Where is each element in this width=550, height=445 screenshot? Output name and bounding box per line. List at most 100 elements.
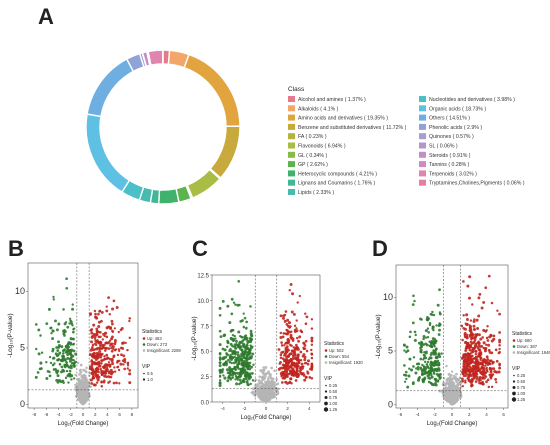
point-down-857: [62, 381, 65, 384]
x-tick-label-7: 6: [118, 412, 121, 417]
point-down-755: [238, 375, 242, 379]
point-up-671: [99, 367, 102, 371]
point-up-711: [95, 347, 99, 351]
point-up-540: [478, 348, 482, 352]
point-up-692: [477, 314, 481, 318]
point-down-933: [406, 385, 410, 389]
point-down-894: [57, 322, 61, 326]
point-down-854: [64, 376, 68, 380]
point-up-550: [90, 340, 93, 344]
point-down-1006: [432, 343, 436, 347]
point-down-756: [249, 329, 253, 333]
point-up-686: [128, 381, 132, 385]
point-down-872: [63, 348, 67, 351]
point-down-1007: [231, 350, 235, 354]
point-up-710: [109, 375, 113, 379]
x-tick-label-1: -2: [242, 406, 246, 411]
point-insignificant-322: [454, 376, 458, 380]
point-up-437: [471, 303, 474, 306]
point-down-1039: [221, 357, 225, 361]
point-down-849: [423, 354, 426, 357]
point-down-791: [235, 382, 239, 386]
point-down-1029: [435, 363, 438, 367]
point-up-649: [293, 348, 297, 351]
legend-swatch-10: [288, 189, 295, 195]
point-up-813: [490, 373, 494, 377]
point-up-746: [484, 364, 487, 367]
point-down-940: [246, 374, 250, 378]
point-up-777: [464, 363, 468, 367]
point-insignificant-320: [270, 377, 274, 380]
point-insignificant-352: [459, 385, 463, 389]
point-down-844: [74, 352, 78, 356]
point-down-876: [56, 369, 60, 373]
point-down-1024: [434, 381, 437, 385]
point-up-459: [288, 288, 291, 292]
point-down-924: [424, 336, 428, 339]
point-down-794: [57, 340, 60, 344]
legend-label-18: Tannins ( 0.28% ): [429, 162, 470, 168]
point-down-889: [61, 359, 64, 363]
point-up-596: [94, 315, 98, 319]
point-down-1026: [417, 368, 420, 371]
point-insignificant-365: [266, 387, 270, 391]
y-tick-label-2: 5.0: [201, 350, 210, 356]
vip-label-2: 0.75: [329, 395, 338, 400]
point-up-409: [492, 367, 496, 371]
point-down-1053: [430, 375, 434, 379]
point-insignificant-366: [273, 386, 276, 389]
point-down-891: [69, 341, 73, 345]
point-insignificant-362: [449, 387, 452, 390]
legend-label-3: Benzene and substituted derivatives ( 11…: [298, 125, 407, 131]
point-down-1004: [234, 365, 237, 369]
point-down-913: [66, 346, 69, 350]
point-up-740: [110, 359, 114, 363]
point-up-795: [460, 324, 464, 328]
point-up-630: [98, 330, 102, 334]
point-insignificant-340: [442, 381, 445, 385]
point-insignificant-349: [453, 386, 457, 390]
point-down-911: [431, 361, 434, 365]
point-up-604: [126, 367, 129, 370]
point-up-584: [498, 350, 501, 354]
point-up-530: [286, 318, 290, 322]
point-up-539: [92, 323, 96, 327]
donut-slice-3: [209, 125, 241, 180]
point-up-713: [471, 372, 475, 376]
legend-swatch-9: [288, 179, 295, 186]
point-down-974: [426, 336, 430, 339]
point-down-1039: [420, 341, 424, 345]
point-down-873: [413, 338, 417, 342]
point-up-579: [92, 348, 95, 352]
point-insignificant-106: [257, 379, 261, 382]
point-up-765: [471, 349, 474, 352]
point-up-653: [494, 348, 498, 352]
point-up-631: [108, 312, 112, 316]
point-insignificant-336: [451, 381, 455, 384]
point-up-673: [486, 339, 490, 342]
point-down-992: [241, 370, 245, 373]
point-down-1003: [411, 303, 415, 306]
y-tick-label-5: 12.5: [197, 274, 209, 280]
point-up-689: [489, 334, 493, 338]
point-up-652: [98, 309, 102, 313]
point-up-808: [468, 334, 472, 338]
point-up-627: [286, 362, 290, 366]
point-up-622: [99, 362, 103, 365]
point-down-781: [236, 371, 239, 375]
point-up-800: [466, 368, 470, 371]
point-up-663: [105, 366, 109, 370]
legend-swatch-0: [288, 96, 295, 102]
point-up-606: [308, 376, 312, 379]
vip-title: VIP: [512, 366, 521, 372]
point-up-616: [310, 339, 314, 342]
point-up-722: [109, 368, 113, 373]
y-tick-label-1: 2.5: [201, 375, 210, 381]
point-up-417: [306, 359, 310, 363]
point-up-592: [284, 355, 288, 358]
point-down-1005: [246, 362, 249, 365]
point-up-686: [488, 351, 492, 354]
point-insignificant-307: [258, 388, 262, 392]
point-down-833: [70, 322, 74, 326]
point-up-588: [290, 349, 294, 353]
